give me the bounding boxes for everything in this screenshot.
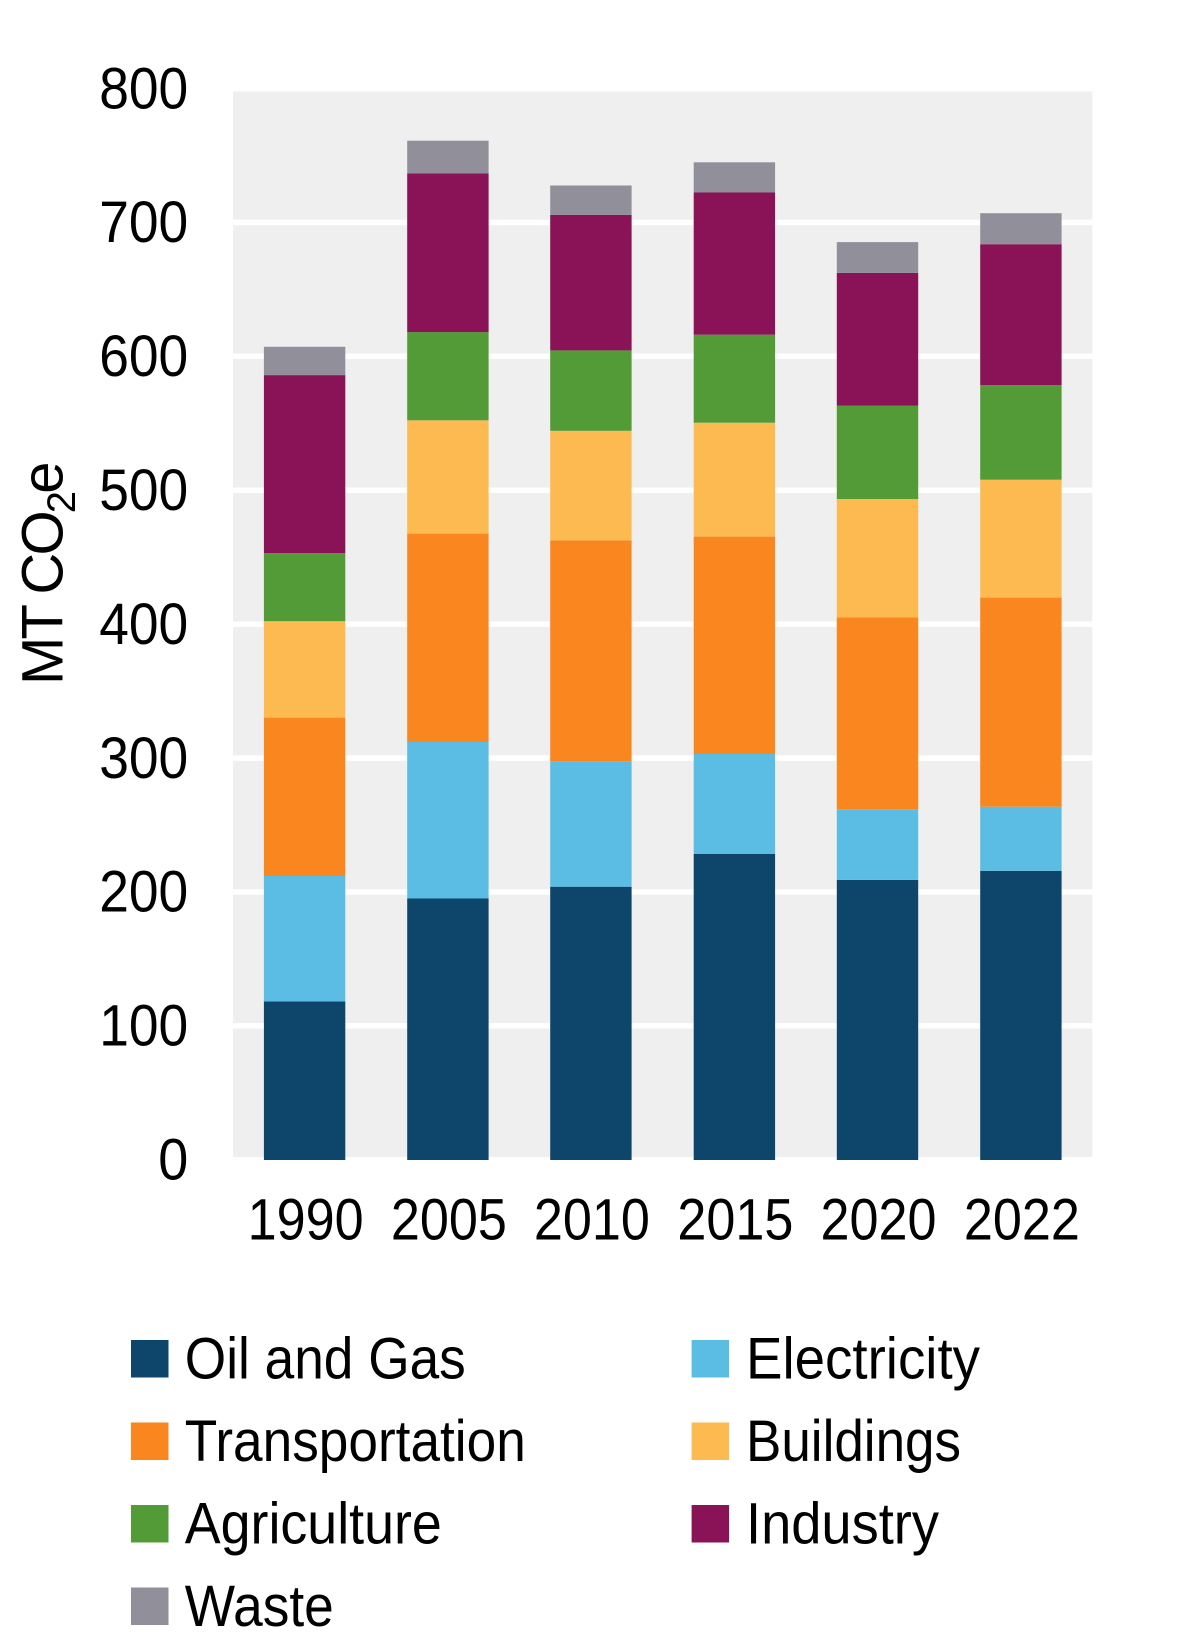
svg-text:200: 200: [99, 860, 188, 925]
svg-text:Oil and Gas: Oil and Gas: [185, 1327, 466, 1392]
svg-text:2010: 2010: [534, 1188, 650, 1253]
svg-text:Buildings: Buildings: [746, 1409, 961, 1474]
svg-text:400: 400: [99, 592, 188, 657]
svg-text:Agriculture: Agriculture: [185, 1492, 442, 1557]
svg-text:600: 600: [99, 324, 188, 389]
svg-text:2005: 2005: [391, 1188, 507, 1253]
svg-text:300: 300: [99, 726, 188, 791]
svg-text:Transportation: Transportation: [185, 1409, 526, 1474]
svg-text:Waste: Waste: [185, 1574, 334, 1639]
svg-text:Electricity: Electricity: [746, 1327, 980, 1392]
svg-text:2022: 2022: [964, 1188, 1080, 1253]
svg-text:2020: 2020: [821, 1188, 937, 1253]
svg-text:0: 0: [158, 1128, 188, 1193]
svg-text:2015: 2015: [677, 1188, 793, 1253]
svg-text:800: 800: [99, 56, 188, 121]
svg-text:700: 700: [99, 190, 188, 255]
svg-text:MT CO2e: MT CO2e: [10, 464, 84, 685]
svg-text:1990: 1990: [248, 1188, 364, 1253]
svg-text:Industry: Industry: [746, 1492, 939, 1557]
svg-text:100: 100: [99, 994, 188, 1059]
svg-text:500: 500: [99, 458, 188, 523]
